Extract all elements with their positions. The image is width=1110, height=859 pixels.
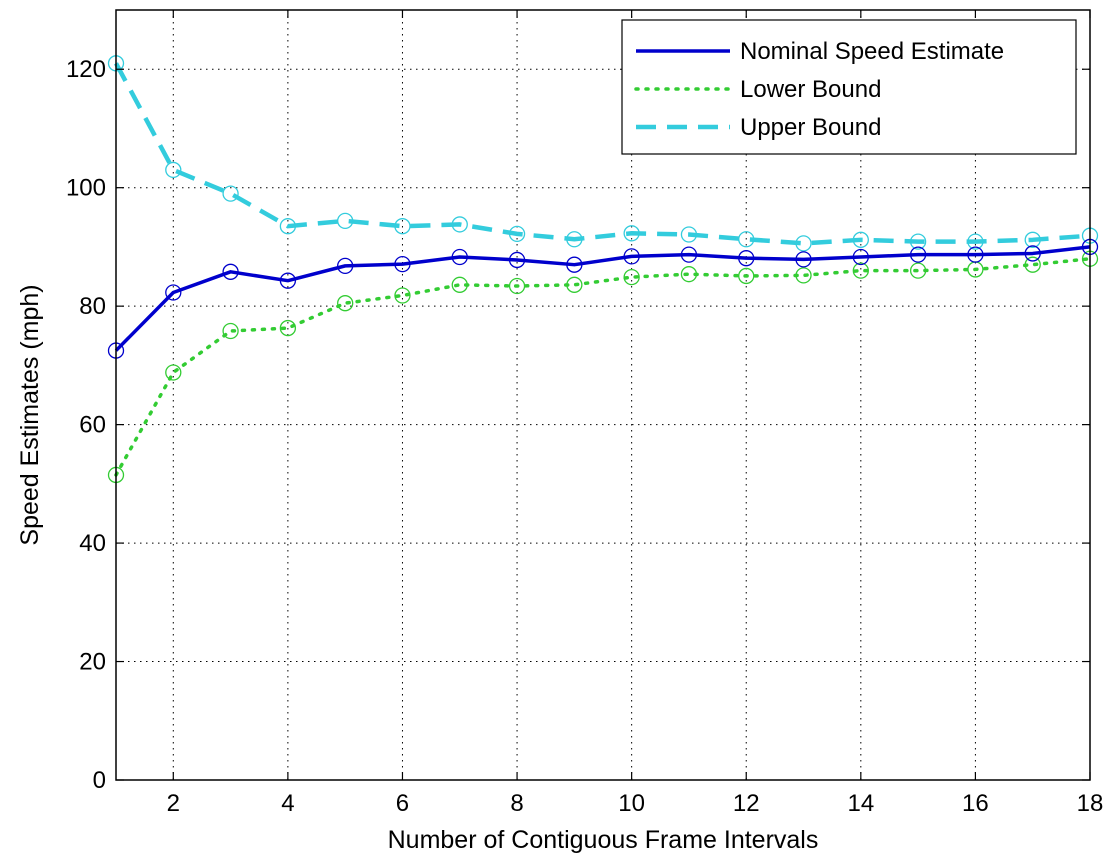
data-point xyxy=(337,212,354,230)
data-point xyxy=(909,246,927,263)
y-tick-label: 40 xyxy=(79,530,106,557)
data-point xyxy=(967,233,984,250)
x-tick-label: 10 xyxy=(618,790,645,817)
data-point xyxy=(222,322,239,340)
data-point xyxy=(566,256,583,273)
axis-ticks: 2 4 6 8 10 12 14 16 18 0 20 40 60 80 100 120 xyxy=(66,10,1103,817)
data-point xyxy=(680,246,698,263)
data-point xyxy=(738,231,755,248)
data-point xyxy=(680,226,698,243)
legend-box xyxy=(621,19,1077,155)
data-point xyxy=(279,218,297,235)
y-tick-label: 80 xyxy=(79,293,106,320)
legend: Nominal Speed Estimate Lower Bound Upper B… xyxy=(621,19,1077,155)
y-axis-label: Speed Estimates (mph) xyxy=(16,284,44,545)
data-point xyxy=(623,248,640,265)
plot-area-frame xyxy=(115,9,1091,781)
data-point xyxy=(1024,256,1041,273)
data-point xyxy=(165,284,182,301)
x-tick-label: 4 xyxy=(281,790,294,817)
x-tick-label: 8 xyxy=(510,790,523,817)
data-point xyxy=(909,262,927,279)
data-point xyxy=(852,248,869,266)
data-point xyxy=(909,233,927,250)
y-tick-label: 60 xyxy=(79,412,106,439)
data-point xyxy=(394,255,411,273)
legend-label: Upper Bound xyxy=(740,114,881,141)
data-point xyxy=(795,235,812,252)
x-tick-label: 6 xyxy=(396,790,409,817)
series-line xyxy=(114,62,1091,246)
data-point xyxy=(680,266,698,283)
data-point xyxy=(738,267,755,285)
data-point xyxy=(967,246,984,263)
data-point xyxy=(508,251,526,269)
data-point xyxy=(451,248,468,266)
data-point xyxy=(795,267,812,284)
data-point xyxy=(738,250,755,267)
y-tick-label: 100 xyxy=(66,175,106,202)
y-tick-label: 120 xyxy=(66,56,106,83)
data-point xyxy=(165,161,182,179)
data-point xyxy=(279,319,297,337)
data-point xyxy=(222,263,239,280)
series-1 xyxy=(107,250,1099,484)
x-tick-label: 14 xyxy=(847,790,874,817)
data-point xyxy=(508,225,526,243)
x-tick-label: 12 xyxy=(733,790,760,817)
data-point xyxy=(451,276,468,293)
grid-lines xyxy=(116,10,1091,780)
data-point xyxy=(394,218,411,235)
series-line xyxy=(114,257,1092,477)
data-point xyxy=(394,287,411,304)
y-tick-label: 20 xyxy=(79,649,106,676)
x-tick-label: 2 xyxy=(167,790,180,817)
data-point xyxy=(1024,245,1041,262)
data-point xyxy=(852,231,869,248)
data-point xyxy=(337,257,354,275)
data-point xyxy=(508,277,526,295)
x-axis-label: Number of Contiguous Frame Intervals xyxy=(388,826,819,854)
data-point xyxy=(279,272,297,289)
data-point xyxy=(623,225,640,242)
legend-label: Lower Bound xyxy=(740,76,881,103)
data-point xyxy=(795,251,812,268)
legend-label: Nominal Speed Estimate xyxy=(740,38,1004,65)
data-point xyxy=(337,295,354,312)
series-line xyxy=(114,245,1091,352)
x-tick-label: 18 xyxy=(1077,790,1104,817)
data-point xyxy=(165,364,182,381)
data-point xyxy=(1024,231,1041,248)
y-tick-label: 0 xyxy=(93,767,106,794)
data-point xyxy=(451,216,468,233)
data-point xyxy=(566,276,583,293)
data-point xyxy=(852,262,869,279)
data-point xyxy=(623,268,640,286)
data-point xyxy=(222,185,239,202)
data-point xyxy=(566,231,583,248)
x-tick-label: 16 xyxy=(962,790,989,817)
data-series xyxy=(107,55,1099,484)
